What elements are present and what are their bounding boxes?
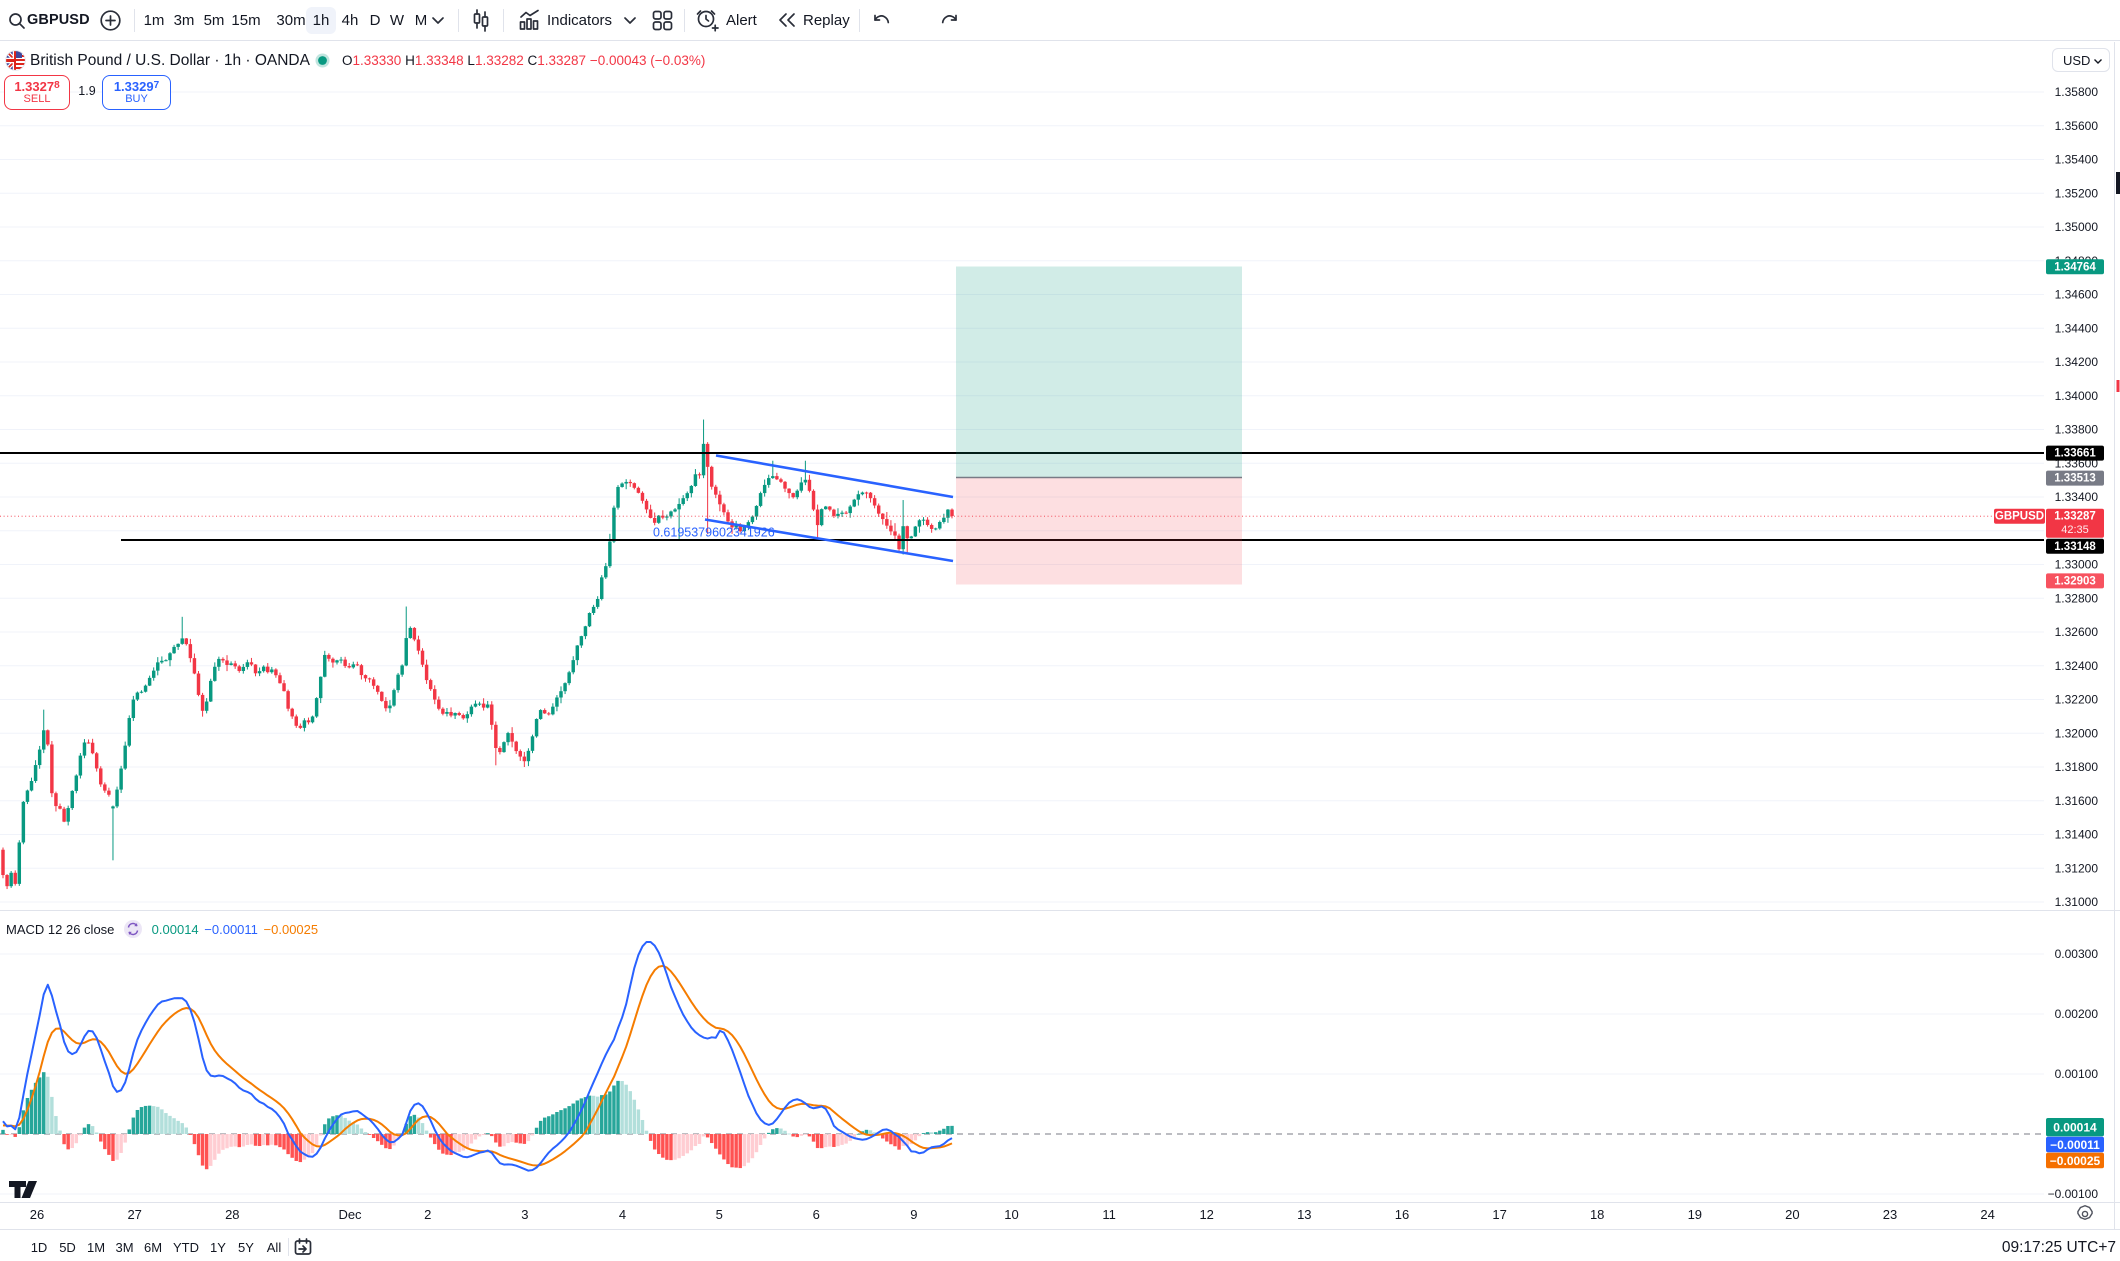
svg-text:1.33513: 1.33513 [2054,473,2096,485]
svg-text:0.00014: 0.00014 [2053,1121,2097,1135]
svg-text:1.34200: 1.34200 [2055,355,2099,369]
svg-text:1.31600: 1.31600 [2055,794,2099,808]
svg-text:20: 20 [1785,1207,1799,1222]
svg-text:0.6195379602341926: 0.6195379602341926 [653,525,775,539]
svg-text:0.00300: 0.00300 [2055,947,2099,961]
svg-text:12: 12 [1199,1207,1213,1222]
svg-text:16: 16 [1395,1207,1409,1222]
svg-text:1.34400: 1.34400 [2055,321,2099,335]
svg-text:10: 10 [1004,1207,1018,1222]
svg-text:11: 11 [1102,1207,1116,1222]
svg-text:1.35400: 1.35400 [2055,153,2099,167]
svg-text:1.31400: 1.31400 [2055,828,2099,842]
svg-text:26: 26 [30,1207,44,1222]
svg-text:1.34600: 1.34600 [2055,288,2099,302]
svg-text:23: 23 [1883,1207,1897,1222]
svg-text:13: 13 [1297,1207,1311,1222]
svg-text:1.31200: 1.31200 [2055,861,2099,875]
svg-text:1.32200: 1.32200 [2055,693,2099,707]
svg-text:1.35200: 1.35200 [2055,186,2099,200]
svg-text:19: 19 [1688,1207,1702,1222]
svg-text:18: 18 [1590,1207,1604,1222]
svg-text:−0.00011: −0.00011 [2050,1138,2100,1152]
svg-text:3: 3 [521,1207,528,1222]
svg-text:2: 2 [424,1207,431,1222]
svg-text:1.34764: 1.34764 [2054,261,2096,273]
svg-text:17: 17 [1492,1207,1506,1222]
svg-text:42:35: 42:35 [2061,524,2089,536]
svg-text:1.33148: 1.33148 [2054,541,2096,553]
svg-text:1.32903: 1.32903 [2054,575,2096,587]
svg-text:27: 27 [127,1207,141,1222]
svg-text:1.35600: 1.35600 [2055,119,2099,133]
svg-text:0.00200: 0.00200 [2055,1007,2099,1021]
svg-text:4: 4 [619,1207,626,1222]
svg-text:0.00100: 0.00100 [2055,1067,2099,1081]
svg-text:1.33287: 1.33287 [2054,511,2096,523]
svg-text:Dec: Dec [338,1207,362,1222]
svg-text:1.35000: 1.35000 [2055,220,2099,234]
svg-text:1.33661: 1.33661 [2054,448,2096,460]
svg-text:1.32800: 1.32800 [2055,591,2099,605]
svg-text:1.31000: 1.31000 [2055,895,2099,909]
svg-text:6: 6 [813,1207,820,1222]
svg-text:24: 24 [1980,1207,1994,1222]
svg-text:9: 9 [910,1207,917,1222]
svg-text:1.31800: 1.31800 [2055,760,2099,774]
svg-text:1.32600: 1.32600 [2055,625,2099,639]
svg-text:1.32400: 1.32400 [2055,659,2099,673]
svg-text:1.33800: 1.33800 [2055,423,2099,437]
svg-text:1.33000: 1.33000 [2055,558,2099,572]
svg-text:1.34000: 1.34000 [2055,389,2099,403]
svg-text:28: 28 [225,1207,239,1222]
svg-text:GBPUSD: GBPUSD [1995,511,2044,523]
svg-text:−0.00100: −0.00100 [2048,1187,2099,1201]
svg-text:−0.00025: −0.00025 [2050,1154,2101,1168]
svg-text:5: 5 [716,1207,723,1222]
svg-text:1.35800: 1.35800 [2055,85,2099,99]
svg-text:1.33400: 1.33400 [2055,490,2099,504]
svg-text:1.32000: 1.32000 [2055,726,2099,740]
